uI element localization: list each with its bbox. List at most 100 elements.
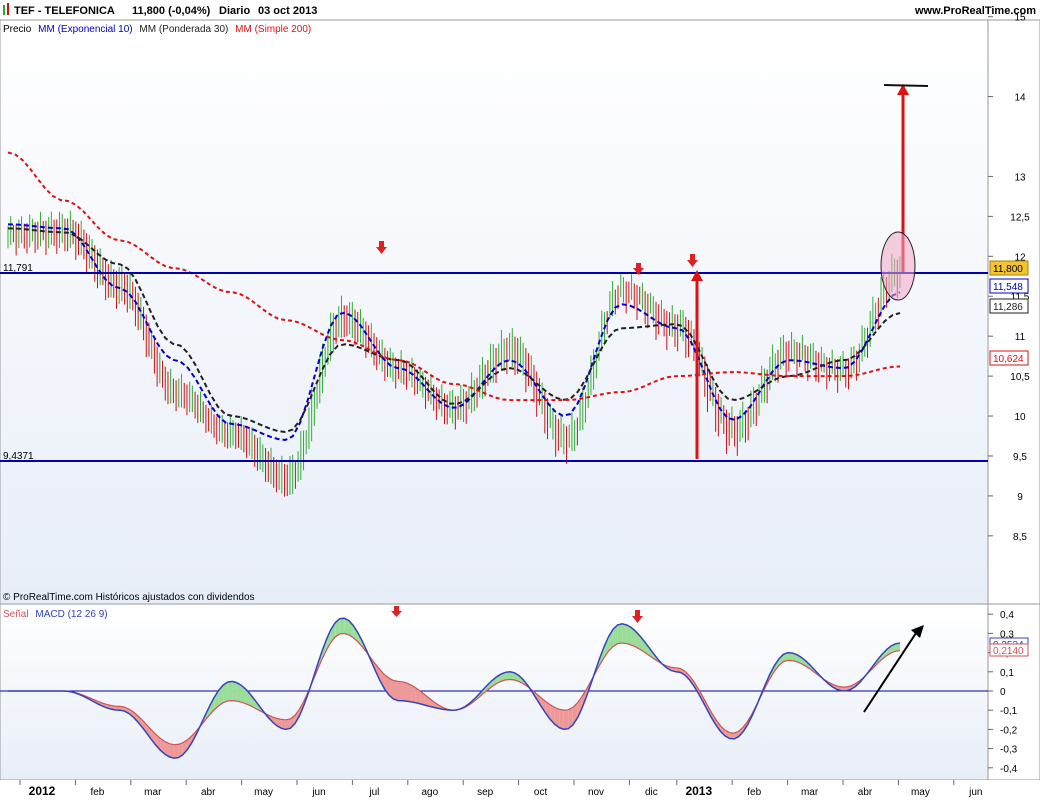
macd-fill-segment	[223, 682, 228, 703]
time-tick-label: dic	[645, 787, 658, 798]
time-tick-label: jun	[968, 787, 982, 798]
macd-fill-segment	[380, 669, 385, 689]
header-bar	[0, 0, 1040, 20]
macd-fill-segment	[294, 709, 300, 724]
macd-fill-segment	[626, 624, 632, 645]
macd-fill-segment	[236, 682, 242, 703]
macd-fill-segment	[729, 732, 735, 739]
legend-sma200: MM (Simple 200)	[235, 24, 311, 35]
macd-fill-segment	[137, 715, 143, 728]
time-tick-label: feb	[90, 787, 104, 798]
macd-down-arrow-2	[632, 610, 643, 623]
macd-fill-segment	[389, 678, 394, 700]
macd-fill-segment	[406, 683, 412, 702]
macd-tick-label: 0,1	[1000, 668, 1014, 679]
price-tick-label: 11	[1015, 332, 1026, 343]
site-link[interactable]: www.ProRealTime.com	[914, 5, 1036, 17]
macd-fill-segment	[115, 706, 121, 711]
last-price-box	[989, 260, 1029, 276]
wma30-line	[7, 227, 901, 434]
time-tick-label: abr	[858, 787, 873, 798]
price-tick-label: 12,5	[1010, 212, 1030, 223]
macd-fill-segment	[559, 709, 564, 730]
time-tick-label: may	[254, 787, 273, 798]
macd-fill-segment	[353, 625, 358, 642]
time-tick-label: jul	[368, 787, 379, 798]
candle-logo-icon-2	[7, 3, 9, 15]
macd-panel	[0, 603, 989, 781]
macd-fill-segment	[178, 742, 183, 758]
macd-fill-segment	[129, 709, 134, 718]
macd-fill-segment	[397, 681, 403, 701]
legend-price: Precio	[3, 24, 32, 35]
wma-price-label: 11,286	[993, 302, 1023, 313]
macd-fill-segment	[335, 618, 340, 637]
price-tick-label: 8,5	[1013, 532, 1027, 543]
macd-fill-segment	[420, 691, 425, 706]
macd-fill-segment	[164, 741, 170, 757]
breakout-highlight-ellipse	[880, 231, 916, 301]
down-arrow-marker-2	[633, 263, 644, 275]
macd-fill-segment	[285, 718, 291, 730]
support-label: 9,4371	[3, 451, 34, 462]
macd-fill-segment	[617, 623, 623, 644]
macd-fill-segment	[487, 680, 493, 690]
macd-fill-segment	[214, 690, 219, 710]
macd-fill-segment	[895, 643, 900, 652]
macd-fill-segment	[218, 685, 224, 706]
macd-fill-segment	[550, 704, 555, 725]
sma200-line	[7, 151, 901, 402]
time-tick-label: feb	[747, 787, 761, 798]
macd-legend: Señal MACD (12 26 9)	[3, 609, 108, 620]
price-tick-label: 10	[1014, 412, 1026, 423]
macd-tick-label: 0,3	[1000, 629, 1014, 640]
macd-fill-segment	[133, 712, 138, 723]
macd-fill-segment	[510, 671, 515, 681]
price-tick-label: 15	[1014, 13, 1026, 24]
price-tick-label: 10,5	[1010, 372, 1030, 383]
macd-fill-segment	[393, 680, 398, 701]
chart-date: 03 oct 2013	[258, 5, 317, 17]
macd-annotations	[391, 606, 924, 713]
macd-fill-segment	[232, 681, 237, 702]
macd-fill-segment	[169, 743, 174, 759]
macd-legend-macd: MACD (12 26 9)	[35, 609, 107, 620]
macd-fill-segment	[402, 681, 407, 702]
time-tick-label: nov	[588, 787, 604, 798]
macd-trend-arrow	[863, 629, 919, 713]
legend-wma30: MM (Ponderada 30)	[139, 24, 228, 35]
signal-value-label: 0,2140	[993, 646, 1024, 657]
macd-tick-label: 0	[1000, 687, 1006, 698]
macd-fill-segment	[433, 701, 439, 709]
resistance-label: 11,791	[3, 263, 33, 274]
macd-fill-segment	[541, 698, 546, 714]
macd-lines	[8, 617, 901, 759]
macd-fill-segment	[142, 720, 147, 734]
macd-fill-segment	[182, 739, 188, 755]
price-tick-label: 12	[1014, 252, 1026, 263]
macd-tick-label: 0,4	[1000, 610, 1014, 621]
macd-fill-segment	[326, 629, 331, 651]
macd-fill-segment	[563, 709, 569, 730]
time-tick-label: 2013	[685, 784, 712, 798]
macd-fill-segment	[680, 668, 685, 676]
macd-fill-segment	[640, 636, 645, 653]
legend-ema10: MM (Exponencial 10)	[38, 24, 132, 35]
sma-price-box	[989, 350, 1029, 366]
macd-fill-segment	[344, 618, 349, 635]
time-tick-label: sep	[477, 787, 494, 798]
legend-line: Precio MM (Exponencial 10) MM (Ponderada…	[3, 24, 311, 35]
time-tick-label: ago	[421, 787, 438, 798]
macd-trend-arrow-head	[911, 625, 924, 638]
time-tick-label: oct	[534, 787, 548, 798]
macd-fill-segment	[250, 693, 255, 708]
time-tick-label: mar	[144, 787, 162, 798]
price-tick-label: 14	[1014, 93, 1026, 104]
macd-fill-segment	[568, 707, 573, 729]
time-tick-label: 2012	[29, 784, 56, 798]
time-tick-label: may	[911, 787, 930, 798]
macd-fill-segment	[631, 627, 636, 647]
price-tick-label: 11,5	[1011, 292, 1030, 303]
target-level-line	[883, 84, 929, 87]
